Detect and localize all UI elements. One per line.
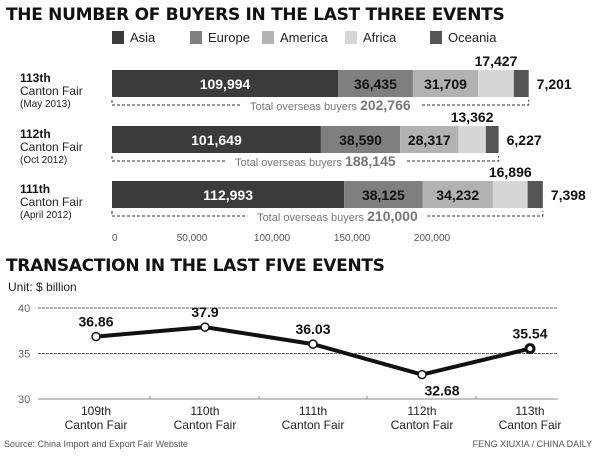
data-label: 35.54 [512,326,547,342]
bar-value-label: 31,709 [424,76,467,92]
bar-europe [320,126,401,153]
row-label-date: (Oct 2012) [20,155,67,166]
row-label-edition: 111th [20,182,50,196]
bar-asia [112,126,321,153]
x-tick-label: 200,000 [414,233,451,244]
data-point [524,343,536,355]
x-category-label: 113th [515,404,544,418]
row-label-fair: Canton Fair [20,140,83,154]
source-note: Source: China Import and Export Fair Web… [4,439,188,449]
bar-oceania [513,70,529,97]
bar-america [400,126,459,153]
x-tick-label: 150,000 [334,233,371,244]
bar-oceania [527,181,543,208]
x-tick-label: 0 [112,233,118,244]
x-tick-label: 50,000 [177,233,208,244]
bar-value-label: 38,125 [362,187,405,203]
data-point [200,322,210,332]
y-tick-label: 30 [18,394,30,406]
legend-swatch-europe [190,31,202,44]
bar-value-label: 38,590 [339,132,382,148]
legend-label-europe: Europe [208,30,250,45]
bar-value-label: 16,896 [489,164,532,180]
credit: FENG XIUXIA / CHINA DAILY [472,439,592,449]
legend-swatch-america [262,31,274,44]
bar-america [422,181,493,208]
x-category-label: Canton Fair [174,418,237,432]
bar-europe [338,70,413,97]
total-label-bg [225,155,406,168]
total-label: Total overseas buyers 188,145 [235,153,396,169]
data-point [417,369,427,380]
row-label-fair: Canton Fair [20,195,83,209]
legend-label-america: America [280,30,328,45]
data-label: 37.9 [191,304,218,320]
row-label-date: (April 2012) [20,210,72,221]
bar-asia [112,181,345,208]
bar-value-label: 6,227 [507,132,542,148]
total-label: Total overseas buyers 210,000 [257,208,418,224]
bar-chart-title: THE NUMBER OF BUYERS IN THE LAST THREE E… [6,5,505,25]
total-bracket [111,100,530,106]
x-category-label: Canton Fair [65,418,128,432]
data-point [91,331,101,342]
bar-value-label: 36,435 [354,76,397,92]
bar-africa [492,181,528,208]
x-tick-label: 100,000 [254,233,291,244]
legend-label-oceania: Oceania [448,30,497,45]
unit-label: Unit: $ billion [8,280,77,294]
bar-value-label: 109,994 [200,76,251,92]
bar-america [412,70,479,97]
data-point [308,339,318,349]
row-label-edition: 113th [20,71,51,85]
legend-label-asia: Asia [130,30,156,45]
x-category-label: 109th [81,404,111,418]
bar-oceania [485,126,499,153]
bar-value-label: 17,427 [475,53,518,69]
legend-swatch-oceania [430,31,442,44]
x-category-label: Canton Fair [499,418,562,432]
x-category-label: Canton Fair [391,418,454,432]
row-label-edition: 112th [20,127,51,141]
x-category-label: 111th [299,404,327,418]
legend-label-africa: Africa [363,30,397,45]
legend-swatch-africa [345,31,357,44]
row-label-fair: Canton Fair [20,84,83,98]
bar-value-label: 13,362 [451,109,494,125]
total-bracket [111,156,500,162]
total-label-bg [240,99,421,112]
data-label: 36.03 [295,321,330,337]
bar-asia [112,70,339,97]
legend-swatch-asia [112,31,124,44]
y-tick-label: 35 [18,349,30,361]
data-label: 36.86 [78,314,113,330]
bar-europe [344,181,423,208]
bar-value-label: 28,317 [408,132,451,148]
x-category-label: 110th [190,404,219,418]
bar-value-label: 112,993 [203,187,253,203]
row-label-date: (May 2013) [20,99,71,110]
bar-africa [458,126,486,153]
y-tick-label: 40 [18,303,30,315]
bar-africa [478,70,514,97]
bar-value-label: 7,201 [537,76,572,92]
bar-value-label: 7,398 [551,187,586,203]
total-label-bg [247,210,428,223]
x-category-label: 112th [407,404,436,418]
x-category-label: Canton Fair [282,418,345,432]
bar-value-label: 34,232 [436,187,479,203]
total-label: Total overseas buyers 202,766 [250,97,411,113]
data-label: 32.68 [424,383,459,399]
line-chart-title: TRANSACTION IN THE LAST FIVE EVENTS [6,256,385,276]
bar-value-label: 101,649 [191,132,242,148]
